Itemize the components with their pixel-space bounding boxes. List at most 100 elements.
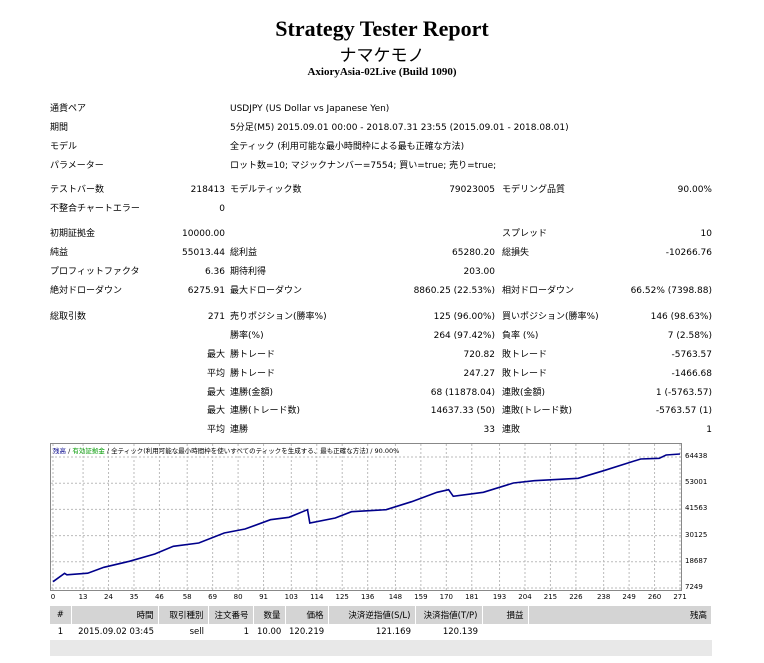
stat-label: 総取引数: [50, 312, 87, 322]
stat-value: 125 (96.00%): [433, 312, 495, 322]
report-title: Strategy Tester Report: [275, 16, 489, 41]
column-header[interactable]: 注文番号: [208, 606, 254, 624]
stat-value: 146 (98.63%): [650, 312, 712, 322]
x-tick-label: 13: [78, 593, 88, 601]
trades-header: # 時間 取引種別 注文番号 数量 価格 決済逆指値(S/L) 決済指値(T/P) 損益 残高: [50, 606, 712, 624]
stat-label: 期待利得: [230, 267, 267, 277]
legend-equity: 有効証拠金: [72, 447, 105, 455]
table-row: 1 2015.09.02 03:45 sell 1 10.00 120.219 121.16…: [50, 624, 712, 640]
info-row: パラメーター ロット数=10; マジックナンバー=7554; 買い=true; 売…: [50, 158, 712, 174]
x-tick-label: 249: [622, 593, 636, 601]
stat-label: 勝トレード: [230, 350, 276, 360]
stat-value: -5763.57 (1): [655, 406, 712, 416]
table-cell: [208, 640, 253, 656]
stat-label: 連敗(金額): [502, 388, 546, 398]
stat-label: 不整合チャートエラー: [50, 204, 140, 214]
y-tick-label: 41563: [685, 504, 708, 513]
table-cell: 1: [243, 627, 249, 637]
info-label: モデル: [50, 142, 78, 152]
table-cell: 120.139: [442, 627, 478, 637]
stat-label: 売りポジション(勝率%): [230, 312, 327, 322]
y-tick-label: 30125: [685, 530, 708, 539]
stat-label: 勝率(%): [230, 331, 264, 341]
x-tick-label: 91: [259, 593, 268, 601]
stat-label: 勝トレード: [230, 369, 276, 379]
stats-row: 最大 勝トレード 720.82 敗トレード -5763.57: [50, 347, 712, 363]
table-cell: sell: [189, 627, 204, 637]
column-header[interactable]: 決済逆指値(S/L): [328, 606, 416, 624]
y-tick-label: 53001: [685, 478, 708, 487]
x-tick-label: 148: [388, 593, 403, 601]
column-header[interactable]: #: [50, 606, 72, 624]
legend-sep: /: [66, 447, 73, 455]
stat-value: 8860.25 (22.53%): [413, 286, 495, 296]
column-header[interactable]: 価格: [285, 606, 329, 624]
stat-label: スプレッド: [502, 229, 548, 239]
x-tick-label: 0: [50, 593, 56, 601]
info-value: ロット数=10; マジックナンバー=7554; 買い=true; 売り=true…: [230, 161, 497, 171]
stat-value: 203.00: [463, 267, 496, 277]
stat-value: 33: [483, 425, 495, 435]
stat-label: 連敗: [502, 425, 521, 435]
stat-label: 敗トレード: [502, 369, 548, 379]
stat-label: 絶対ドローダウン: [50, 286, 123, 296]
stat-value: 90.00%: [677, 185, 712, 195]
server-build: AxioryAsia-02Live (Build 1090): [307, 66, 457, 78]
chart-plot: [51, 444, 681, 590]
info-label: パラメーター: [50, 161, 104, 171]
stat-value: -1466.68: [671, 369, 712, 379]
stats-row: 最大 連勝(トレード数) 14637.33 (50) 連敗(トレード数) -5763.5…: [50, 403, 712, 419]
column-header[interactable]: 取引種別: [158, 606, 209, 624]
column-header[interactable]: 損益: [482, 606, 529, 624]
x-tick-label: 136: [360, 593, 375, 601]
balance-chart: [50, 443, 682, 591]
x-tick-label: 271: [673, 593, 687, 601]
stat-value: -5763.57: [671, 350, 712, 360]
stats-row: 初期証拠金 10000.00 スプレッド 10: [50, 226, 712, 242]
stat-value: 最大: [206, 350, 225, 360]
trades-table: # 時間 取引種別 注文番号 数量 価格 決済逆指値(S/L) 決済指値(T/P) 損益 残高 1…: [50, 606, 712, 656]
stat-label: 連勝(金額): [230, 388, 274, 398]
table-cell: [71, 640, 158, 656]
column-header[interactable]: 決済指値(T/P): [415, 606, 483, 624]
stat-label: 初期証拠金: [50, 229, 96, 239]
stat-value: 6275.91: [187, 286, 225, 296]
stats-row: 純益 55013.44 総利益 65280.20 総損失 -10266.76: [50, 245, 712, 261]
column-header[interactable]: 時間: [71, 606, 159, 624]
stat-value: 10000.00: [182, 229, 225, 239]
stat-value: 720.82: [463, 350, 496, 360]
stat-label: モデリング品質: [502, 185, 566, 195]
stat-value: 79023005: [449, 185, 495, 195]
x-tick-label: 204: [518, 593, 532, 601]
stat-label: 最大ドローダウン: [230, 286, 303, 296]
x-tick-label: 103: [284, 593, 298, 601]
x-tick-label: 35: [129, 593, 139, 601]
table-cell: 121.169: [375, 627, 411, 637]
stat-value: 264 (97.42%): [433, 331, 495, 341]
x-tick-label: 114: [310, 593, 324, 601]
x-tick-label: 125: [335, 593, 349, 601]
stat-value: 最大: [206, 406, 225, 416]
stat-value: 6.36: [204, 267, 225, 277]
chart-legend: 残高 / 有効証拠金 / 全ティック(利用可能な最小時間枠を使いすべてのティック…: [53, 445, 399, 455]
stat-value: 55013.44: [182, 248, 225, 258]
info-value: 全ティック (利用可能な最小時間枠による最も正確な方法): [230, 142, 465, 152]
x-tick-label: 215: [543, 593, 558, 601]
table-cell: 10.00: [257, 627, 282, 637]
table-cell: [158, 640, 208, 656]
table-cell: [482, 640, 528, 656]
table-cell: 2015.09.02 03:45: [78, 627, 154, 637]
table-cell: [415, 640, 482, 656]
stat-value: 最大: [206, 388, 225, 398]
column-header[interactable]: 残高: [528, 606, 712, 624]
x-tick-label: 238: [596, 593, 611, 601]
table-cell: [328, 640, 415, 656]
x-tick-label: 24: [104, 593, 113, 601]
stats-row: 平均 連勝 33 連敗 1: [50, 422, 712, 438]
x-tick-label: 260: [647, 593, 662, 601]
stats-row: 総取引数 271 売りポジション(勝率%) 125 (96.00%) 買いポジション(勝…: [50, 309, 712, 325]
stat-value: 1 (-5763.57): [655, 388, 712, 398]
stat-label: 連勝(トレード数): [230, 406, 301, 416]
column-header[interactable]: 数量: [253, 606, 286, 624]
info-row: モデル 全ティック (利用可能な最小時間枠による最も正確な方法): [50, 139, 712, 155]
